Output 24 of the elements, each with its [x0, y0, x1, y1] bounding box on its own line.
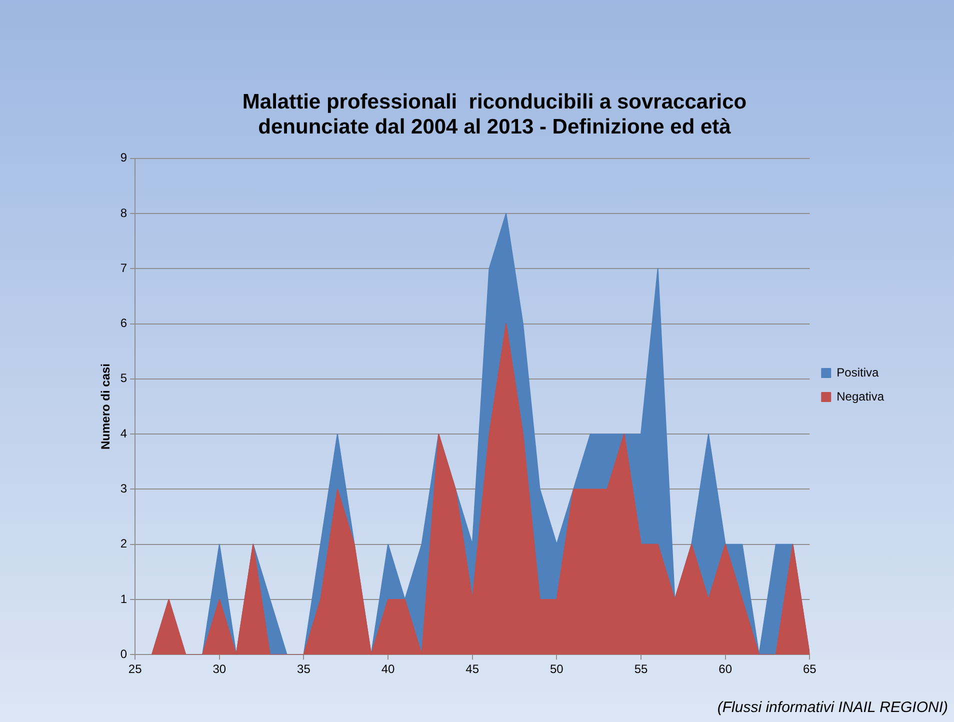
y-tick-label: 3 [120, 482, 128, 496]
x-tick-label: 35 [297, 662, 311, 676]
legend-label: Negativa [836, 389, 884, 404]
x-tick-label: 65 [802, 662, 817, 676]
x-tick-label: 60 [718, 662, 732, 676]
y-tick-label: 5 [120, 371, 128, 386]
x-tick-label: 45 [466, 662, 480, 676]
y-tick-label: 0 [120, 646, 128, 661]
y-tick-label: 9 [120, 150, 128, 165]
y-tick-label: 2 [120, 536, 128, 551]
text: (Flussi informativi INAIL REGIONI) [717, 699, 948, 716]
x-tick-label: 30 [212, 662, 226, 676]
x-tick-label: 55 [634, 662, 648, 676]
x-tick-label: 50 [550, 662, 564, 676]
y-tick-label: 6 [120, 316, 128, 330]
x-tick-label: 25 [128, 662, 142, 676]
legend-label: Positiva [836, 365, 879, 380]
x-tick-label: 40 [381, 662, 396, 676]
y-tick-label: 1 [120, 592, 128, 606]
y-tick-label: 7 [120, 260, 128, 275]
y-tick-label: 8 [120, 206, 128, 220]
chart-title: Malattie professionali riconducibili a sovraccarico denunciate dal 2004 al 2013 - Definizione ed età [242, 90, 747, 139]
y-tick-label: 4 [120, 426, 128, 440]
y-axis-title: Numero di casi [98, 363, 113, 450]
